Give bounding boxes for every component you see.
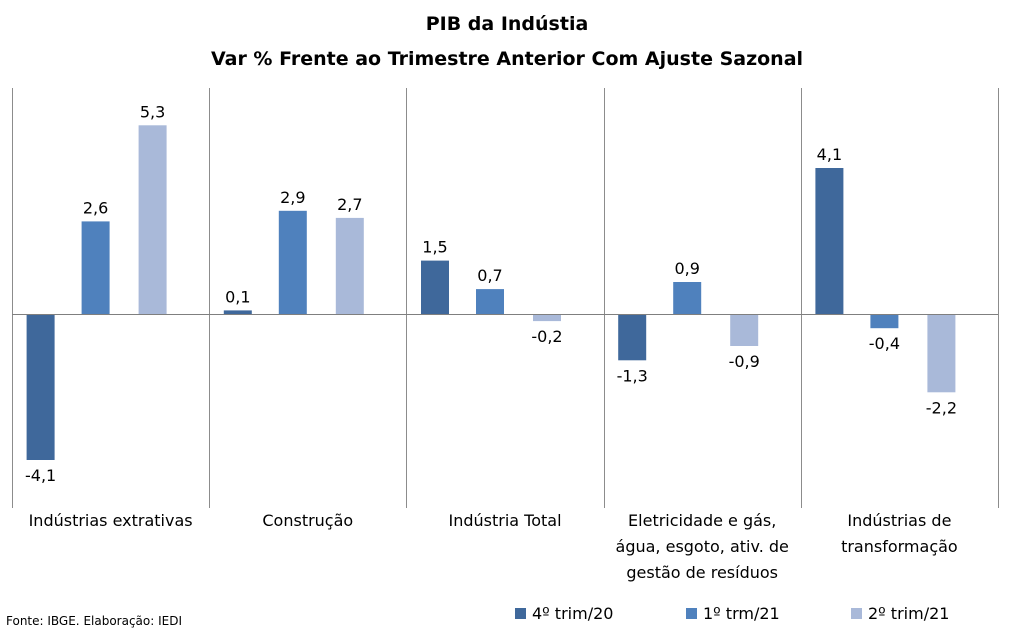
bar (223, 310, 252, 314)
chart-title: PIB da Indústia (426, 13, 589, 35)
bar (81, 221, 110, 314)
bar (476, 289, 504, 314)
category-label: transformação (841, 537, 958, 556)
chart-subtitle: Var % Frente ao Trimestre Anterior Com A… (211, 48, 803, 70)
category-label: Indústria Total (448, 511, 561, 530)
bar (870, 314, 899, 329)
bar (335, 217, 364, 314)
bar (730, 314, 759, 346)
category-label: Indústrias extrativas (29, 511, 193, 530)
category-label: Eletricidade e gás, (628, 511, 776, 530)
bar (815, 168, 844, 314)
data-label: 0,9 (674, 259, 699, 278)
data-label: -0,4 (869, 334, 900, 353)
bar (533, 314, 561, 322)
legend-swatch (515, 608, 526, 619)
data-label: -4,1 (25, 466, 56, 485)
source-note: Fonte: IBGE. Elaboração: IEDI (6, 614, 182, 628)
plot-area: -4,1 0,1 1,5 -1,3 4,1 2,6 2,9 0,7 0,9 -0,4 5,3 2,7 -… (12, 88, 999, 508)
category-label: Indústrias de (847, 511, 951, 530)
legend-label: 1º trm/21 (703, 604, 780, 623)
data-label: 2,7 (337, 195, 362, 214)
legend: 4º trim/20 1º trm/21 2º trim/21 (515, 604, 949, 623)
data-label: 2,9 (280, 188, 305, 207)
bar (673, 282, 702, 314)
bar (278, 210, 307, 314)
bar (26, 314, 55, 460)
bar (421, 260, 449, 314)
data-label: 2,6 (83, 198, 108, 217)
category-labels: Indústrias extrativas Construção Indústria… (29, 511, 958, 582)
data-label: -2,2 (926, 398, 957, 417)
data-label: 4,1 (817, 145, 842, 164)
data-label: 0,7 (477, 266, 502, 285)
category-label: água, esgoto, ativ. de (616, 537, 789, 556)
legend-label: 4º trim/20 (532, 604, 613, 623)
data-label: 5,3 (140, 102, 165, 121)
data-label: 0,1 (225, 287, 250, 306)
category-label: gestão de resíduos (626, 563, 778, 582)
bar (927, 314, 956, 393)
bar (138, 125, 167, 314)
category-label: Construção (262, 511, 353, 530)
legend-swatch (851, 608, 862, 619)
bar (618, 314, 647, 361)
data-label: -1,3 (617, 366, 648, 385)
legend-label: 2º trim/21 (868, 604, 949, 623)
data-label: -0,2 (531, 327, 562, 346)
legend-swatch (686, 608, 697, 619)
data-label: 1,5 (422, 238, 447, 257)
data-label: -0,9 (729, 352, 760, 371)
